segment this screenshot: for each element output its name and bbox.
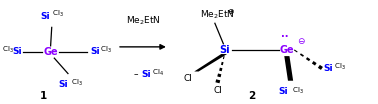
Text: $\ominus$: $\ominus$ (296, 36, 305, 46)
Text: Cl: Cl (183, 74, 192, 83)
Text: $\oplus$: $\oplus$ (227, 7, 235, 16)
Text: Cl$_3$: Cl$_3$ (334, 62, 346, 72)
Text: Si: Si (90, 48, 100, 56)
Text: Cl$_3$: Cl$_3$ (2, 45, 14, 55)
Text: Me$_2$EtN: Me$_2$EtN (200, 9, 235, 21)
Text: Si: Si (40, 12, 50, 21)
Text: ··: ·· (281, 32, 289, 42)
Text: Cl$_3$: Cl$_3$ (71, 78, 83, 88)
Text: Si: Si (324, 64, 333, 73)
Text: Cl: Cl (214, 86, 223, 95)
Text: Cl$_3$: Cl$_3$ (53, 8, 64, 19)
Text: –: – (134, 70, 138, 79)
Text: Si: Si (278, 87, 288, 96)
Text: Cl$_3$: Cl$_3$ (101, 45, 112, 55)
Text: 1: 1 (40, 91, 47, 101)
Text: Ge: Ge (280, 45, 294, 55)
Text: Ge: Ge (43, 47, 58, 57)
Text: Si: Si (141, 70, 151, 79)
Text: Cl$_3$: Cl$_3$ (292, 86, 304, 96)
Text: Si: Si (219, 45, 229, 55)
Polygon shape (194, 54, 227, 71)
Text: Me$_2$EtN: Me$_2$EtN (125, 15, 160, 27)
Text: 2: 2 (248, 91, 256, 101)
Text: Si: Si (12, 48, 22, 56)
Text: Si: Si (59, 80, 68, 89)
Text: Cl$_4$: Cl$_4$ (152, 68, 164, 78)
Polygon shape (284, 56, 293, 81)
